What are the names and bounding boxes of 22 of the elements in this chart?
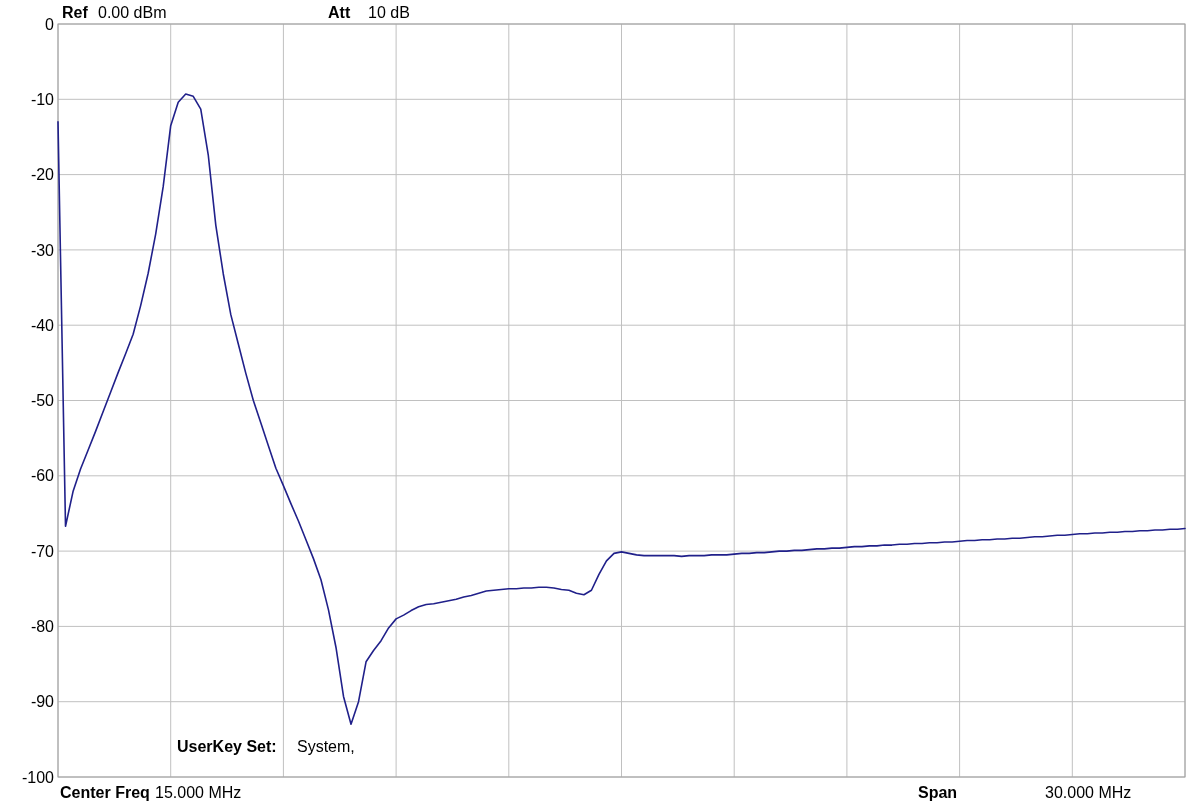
text: Center Freq bbox=[60, 784, 150, 801]
y-tick-label: 0 bbox=[45, 15, 55, 33]
text: Att bbox=[328, 4, 351, 21]
text: 10 dB bbox=[368, 4, 410, 21]
y-tick-label: -80 bbox=[30, 618, 55, 636]
y-tick-label: -90 bbox=[30, 693, 55, 711]
y-tick-label: -30 bbox=[30, 241, 55, 259]
y-tick-label: -10 bbox=[30, 90, 55, 108]
y-tick-label: -70 bbox=[30, 542, 55, 560]
text: 30.000 MHz bbox=[1045, 784, 1132, 801]
annotation: System, bbox=[297, 738, 355, 755]
text: 15.000 MHz bbox=[155, 784, 242, 801]
y-tick-label: -100 bbox=[21, 768, 55, 786]
y-tick-label: -40 bbox=[30, 316, 55, 334]
text: Ref bbox=[62, 4, 89, 21]
y-tick-label: -60 bbox=[30, 467, 55, 485]
line-series bbox=[57, 93, 1186, 726]
annotation: UserKey Set: bbox=[177, 738, 277, 755]
text: 0.00 dBm bbox=[98, 4, 167, 21]
y-tick-label: -20 bbox=[30, 166, 55, 184]
y-tick-label: -50 bbox=[30, 392, 55, 410]
text: Span bbox=[918, 784, 958, 801]
